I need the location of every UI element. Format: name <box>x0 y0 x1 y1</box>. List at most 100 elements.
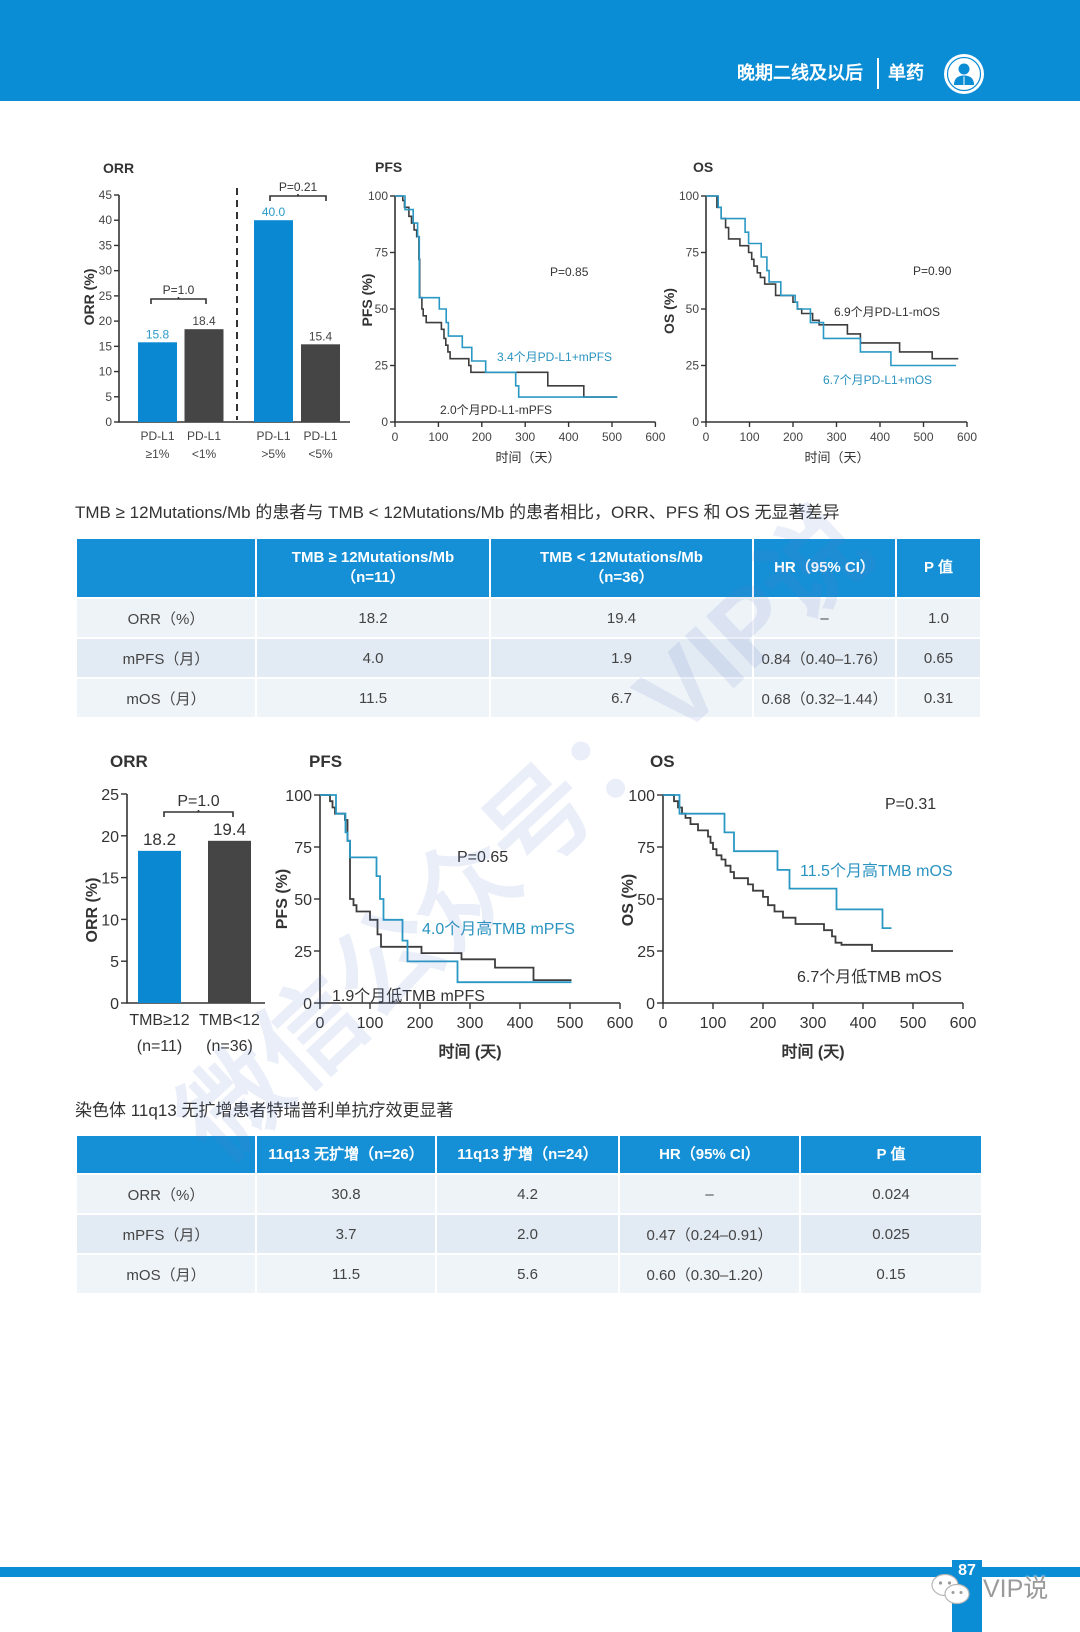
y-tick-label: 40 <box>99 213 113 227</box>
table-header-cell: HR（95% CI） <box>620 1136 799 1173</box>
survival-curve <box>663 794 892 929</box>
chart-title: ORR <box>103 160 134 176</box>
q13-comparison-table: 11q13 无扩增（n=26） 11q13 扩增（n=24） HR（95% CI… <box>75 1134 983 1295</box>
x-tick-label: 500 <box>602 430 622 444</box>
table-cell: – <box>620 1175 799 1213</box>
y-tick-label: 5 <box>110 954 119 971</box>
row-label: mOS（月） <box>77 679 255 717</box>
x-category-label: ≥1% <box>146 447 170 461</box>
x-tick-label: 0 <box>659 1015 668 1032</box>
y-tick-label: 25 <box>294 944 312 961</box>
y-tick-label: 20 <box>101 829 119 846</box>
y-tick-label: 100 <box>679 189 699 203</box>
x-tick-label: 600 <box>645 430 665 444</box>
curve-annotation: 4.0个月高TMB mPFS <box>422 920 575 938</box>
bar-value-label: 18.2 <box>143 830 176 849</box>
y-axis-label: OS (%) <box>661 288 677 334</box>
chart-title: PFS <box>375 159 402 175</box>
bar <box>184 329 224 422</box>
x-axis-label: 时间 (天) <box>781 1042 844 1061</box>
q13-table-caption: 染色体 11q13 无扩增患者特瑞普利单抗疗效更显著 <box>75 1101 454 1120</box>
x-tick-label: 300 <box>457 1015 484 1032</box>
bar <box>138 342 177 422</box>
tmb-table-caption: TMB ≥ 12Mutations/Mb 的患者与 TMB < 12Mutati… <box>75 503 840 522</box>
subsection-title: 单药 <box>888 63 924 83</box>
y-tick-label: 20 <box>99 314 113 328</box>
x-tick-label: 200 <box>472 430 492 444</box>
y-tick-label: 25 <box>637 944 655 961</box>
y-tick-label: 25 <box>375 359 389 373</box>
table-header-cell: HR（95% CI） <box>754 539 895 597</box>
header-line: （n=36） <box>589 569 654 586</box>
p-value-label: P=1.0 <box>177 793 219 810</box>
x-axis-label: 时间 (天) <box>438 1042 501 1061</box>
x-category-label: PD-L1 <box>187 429 221 443</box>
x-tick-label: 600 <box>950 1015 977 1032</box>
table-cell: 30.8 <box>257 1175 435 1213</box>
table-header-corner <box>77 539 255 597</box>
person-icon <box>944 54 984 94</box>
y-tick-label: 0 <box>646 996 655 1013</box>
y-tick-label: 100 <box>628 788 655 805</box>
bar-value-label: 15.4 <box>309 329 333 343</box>
table-cell: 11.5 <box>257 679 489 717</box>
chart-pdl1-pfs: PFS PFS (%) 0 25 50 75 100 0 100 200 300 400 500 600 时… <box>359 159 666 465</box>
significance-bracket <box>163 810 234 817</box>
header-line: （n=11） <box>341 569 405 586</box>
chart-title: PFS <box>309 752 342 771</box>
x-category-label: (n=36) <box>206 1038 253 1055</box>
table-cell: 0.31 <box>897 679 980 717</box>
table-cell: 0.024 <box>801 1175 981 1213</box>
y-axis-label: PFS (%) <box>359 274 375 327</box>
x-category-label: (n=11) <box>137 1038 183 1055</box>
y-tick-label: 35 <box>99 238 113 252</box>
y-tick-label: 10 <box>99 365 113 379</box>
y-tick-label: 0 <box>303 996 312 1013</box>
y-tick-label: 75 <box>294 840 312 857</box>
x-tick-label: 200 <box>750 1015 777 1032</box>
x-tick-label: 100 <box>357 1015 384 1032</box>
table-cell: 4.2 <box>437 1175 618 1213</box>
y-axis-label: ORR (%) <box>81 269 97 326</box>
x-tick-label: 500 <box>557 1015 584 1032</box>
table-row: ORR（%） 18.2 19.4 – 1.0 <box>77 599 980 637</box>
footer-stripe <box>0 1567 1080 1577</box>
x-tick-label: 400 <box>850 1015 877 1032</box>
survival-curve <box>320 794 572 981</box>
header-line: TMB ≥ 12Mutations/Mb <box>291 549 455 566</box>
table-cell: 0.025 <box>801 1215 981 1253</box>
table-cell: 0.65 <box>897 639 980 677</box>
x-tick-label: 500 <box>913 430 933 444</box>
table-header-cell: TMB ≥ 12Mutations/Mb （n=11） <box>257 539 489 597</box>
row-label: mPFS（月） <box>77 1215 255 1253</box>
bar-value-label: 18.4 <box>192 314 216 328</box>
table-cell: 0.60（0.30–1.20） <box>620 1255 799 1293</box>
table-cell: 5.6 <box>437 1255 618 1293</box>
y-tick-label: 0 <box>692 415 699 429</box>
x-tick-label: 600 <box>607 1015 634 1032</box>
y-tick-label: 50 <box>637 892 655 909</box>
chart-pdl1-os: OS OS (%) 0 25 50 75 100 0 100 200 300 400 500 600 时间（… <box>661 159 977 465</box>
table-header-cell: P 值 <box>801 1136 981 1173</box>
table-cell: 4.0 <box>257 639 489 677</box>
table-row: mPFS（月） 4.0 1.9 0.84（0.40–1.76） 0.65 <box>77 639 980 677</box>
survival-curve <box>706 195 957 367</box>
table-cell: 0.47（0.24–0.91） <box>620 1215 799 1253</box>
y-tick-label: 25 <box>101 787 119 804</box>
x-tick-label: 100 <box>700 1015 727 1032</box>
table-header-cell: 11q13 无扩增（n=26） <box>257 1136 435 1173</box>
y-tick-label: 0 <box>110 996 119 1013</box>
chart-tmb-orr: ORR ORR (%) 0 5 10 15 20 25 18.2 TMB≥12 (n=11) 19.4… <box>84 752 265 1055</box>
table-cell: 11.5 <box>257 1255 435 1293</box>
table-header-row: TMB ≥ 12Mutations/Mb （n=11） TMB < 12Muta… <box>77 539 980 597</box>
curve-annotation: P=0.85 <box>550 265 589 279</box>
row-label: mOS（月） <box>77 1255 255 1293</box>
curve-annotation: P=0.31 <box>885 796 936 813</box>
significance-bracket <box>150 297 207 304</box>
x-tick-label: 300 <box>800 1015 827 1032</box>
table-row: mOS（月） 11.5 5.6 0.60（0.30–1.20） 0.15 <box>77 1255 981 1293</box>
table-cell: – <box>754 599 895 637</box>
y-axis-label: PFS (%) <box>274 869 291 929</box>
